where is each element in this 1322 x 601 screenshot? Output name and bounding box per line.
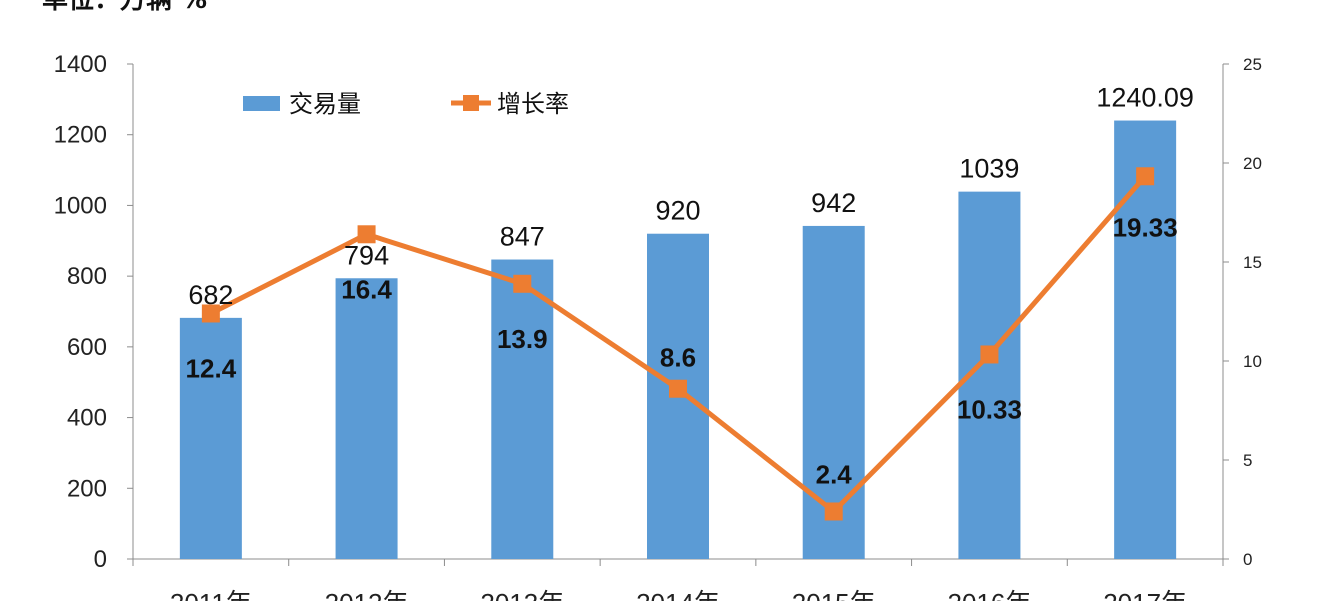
bar-value-label: 1039 (959, 154, 1019, 184)
right-tick-label: 20 (1243, 154, 1262, 173)
x-tick-label: 2013年 (480, 588, 564, 601)
right-tick-label: 0 (1243, 550, 1252, 569)
left-tick-label: 400 (67, 405, 107, 432)
bar (179, 317, 242, 559)
growth-value-label: 13.9 (497, 324, 548, 354)
data-labels: 682 794 847 920 942 1039 1240.09 12.4 16.4 13.9 8.… (186, 83, 1194, 490)
x-tick-label: 2012年 (325, 588, 409, 601)
legend-bar-swatch (243, 96, 280, 111)
right-tick-label: 5 (1243, 451, 1252, 470)
growth-value-label: 19.33 (1113, 212, 1178, 242)
legend-line-label: 增长率 (497, 90, 569, 118)
line-marker (1136, 167, 1155, 186)
x-tick-label: 2017年 (1103, 588, 1187, 601)
growth-value-label: 8.6 (660, 343, 696, 373)
right-tick-label: 25 (1243, 55, 1262, 74)
right-tick-label: 10 (1243, 352, 1262, 371)
bar-value-label: 1240.09 (1096, 83, 1194, 113)
growth-value-label: 12.4 (186, 353, 237, 383)
bar (335, 278, 398, 559)
line-marker (201, 304, 220, 323)
bar (1114, 120, 1177, 559)
growth-value-label: 2.4 (816, 459, 853, 489)
growth-value-label: 16.4 (341, 274, 392, 304)
line-marker (669, 379, 687, 398)
left-tick-label: 800 (67, 263, 107, 290)
left-tick-label: 200 (67, 475, 107, 502)
line-marker (824, 502, 843, 521)
chart-unit-header: 单位：万辆 % (42, 0, 207, 15)
bar-value-label: 847 (500, 222, 545, 252)
legend: 交易量 增长率 (243, 90, 569, 118)
bar-value-label: 682 (188, 280, 233, 310)
x-tick-label: 2011年 (170, 588, 252, 601)
left-tick-label: 1200 (54, 122, 107, 149)
line-series-增长率 (201, 167, 1155, 521)
line-marker (980, 345, 999, 364)
legend-bar-label: 交易量 (289, 90, 361, 118)
right-tick-label: 15 (1243, 253, 1262, 272)
growth-value-label: 10.33 (957, 394, 1022, 424)
x-tick-label: 2015年 (792, 588, 876, 601)
line-marker (513, 274, 532, 293)
line-marker (357, 225, 376, 244)
x-tick-label: 2014年 (636, 588, 720, 601)
left-tick-label: 600 (67, 334, 107, 361)
legend-line-marker (463, 95, 479, 111)
bar-value-label: 942 (811, 188, 856, 218)
bar (491, 259, 554, 559)
left-tick-label: 0 (94, 546, 107, 573)
left-tick-label: 1400 (54, 51, 107, 78)
left-tick-label: 1000 (54, 192, 107, 219)
bar-series-交易量 (179, 120, 1177, 559)
x-tick-label: 2016年 (948, 588, 1032, 601)
bar-value-label: 794 (344, 240, 389, 270)
bar-value-label: 920 (655, 196, 700, 226)
axes: 0 200 400 600 800 1000 1200 1400 0 5 10 15 20 25 2011年… (54, 51, 1262, 601)
